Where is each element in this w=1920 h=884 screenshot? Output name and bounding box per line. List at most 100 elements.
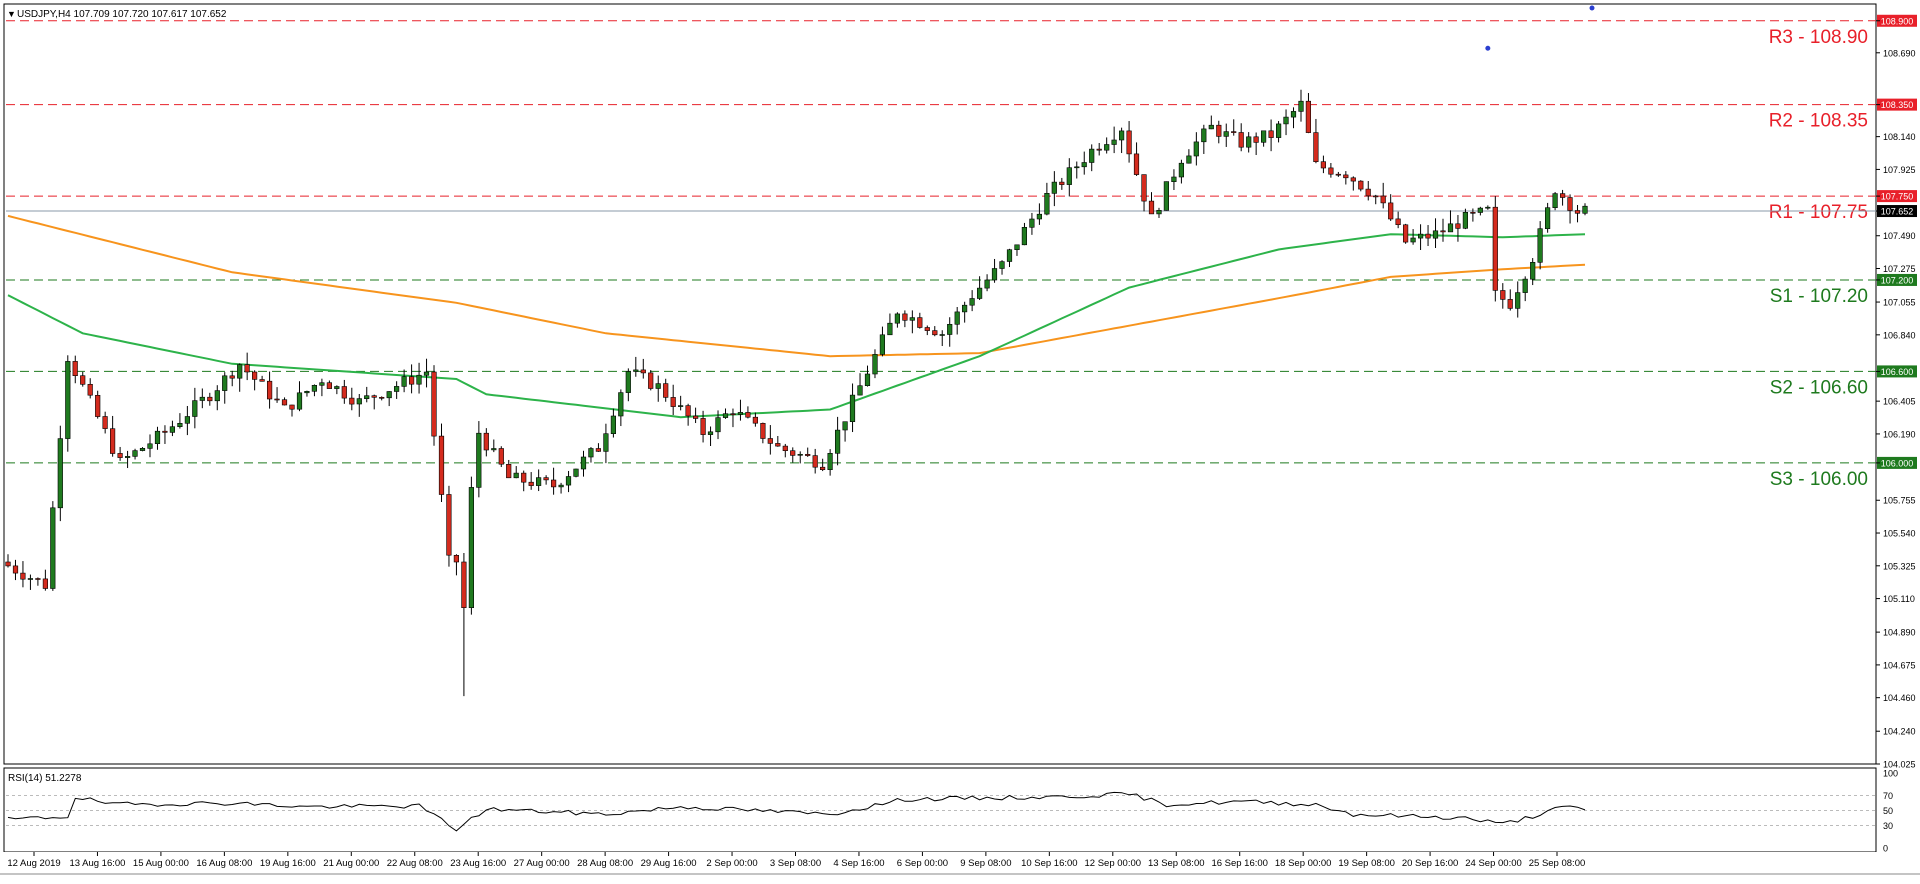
candle xyxy=(1545,202,1551,233)
x-tick-label-17: 12 Sep 00:00 xyxy=(1085,858,1142,869)
candle xyxy=(393,381,400,399)
x-tick-label-1: 13 Aug 16:00 xyxy=(69,858,125,869)
y-tick-label-20: 104.890 xyxy=(1883,628,1916,638)
candle xyxy=(655,375,661,402)
level-badge-text-4: 106.600 xyxy=(1881,367,1914,377)
y-tick-label-13: 106.405 xyxy=(1883,397,1916,407)
x-tick-label-21: 19 Sep 08:00 xyxy=(1338,858,1395,869)
candle xyxy=(1335,171,1341,177)
candle xyxy=(565,470,572,493)
x-tick-label-14: 6 Sep 00:00 xyxy=(897,858,948,869)
candle xyxy=(947,317,953,347)
x-tick-label-8: 27 Aug 00:00 xyxy=(514,858,570,869)
y-tick-label-17: 105.540 xyxy=(1883,529,1916,539)
candle xyxy=(984,274,990,292)
candle xyxy=(408,364,415,394)
candle xyxy=(976,276,983,301)
candle xyxy=(95,390,101,419)
candle xyxy=(177,413,183,429)
candle xyxy=(1313,118,1319,164)
candle xyxy=(334,385,340,395)
candle xyxy=(1485,205,1491,210)
candle xyxy=(1283,109,1289,136)
candle xyxy=(207,392,213,406)
candle xyxy=(87,378,93,399)
level-badge-text-2: 107.750 xyxy=(1881,192,1914,202)
candle xyxy=(252,370,258,391)
candle xyxy=(117,446,123,461)
candle xyxy=(707,426,714,446)
candle xyxy=(663,378,669,402)
candle xyxy=(139,447,146,452)
candle xyxy=(1119,127,1125,154)
candle xyxy=(797,451,803,464)
candle xyxy=(700,410,706,443)
level-badge-text-5: 106.000 xyxy=(1881,458,1914,468)
candle xyxy=(909,310,915,334)
x-tick-label-9: 28 Aug 08:00 xyxy=(577,858,633,869)
candle xyxy=(767,425,773,455)
candle xyxy=(1074,161,1080,179)
candle xyxy=(864,365,871,387)
candle xyxy=(625,368,631,402)
candle xyxy=(1522,276,1528,302)
candle xyxy=(281,397,288,406)
x-tick-label-20: 18 Sep 00:00 xyxy=(1275,858,1332,869)
marker-dot xyxy=(1485,45,1491,51)
candle xyxy=(386,391,392,407)
candle xyxy=(640,358,646,379)
candle xyxy=(274,387,280,403)
current-price-badge xyxy=(1877,205,1917,218)
candle xyxy=(1193,132,1199,166)
x-tick-label-18: 13 Sep 08:00 xyxy=(1148,858,1205,869)
candle xyxy=(805,447,811,457)
candle xyxy=(1148,192,1155,215)
candle xyxy=(610,408,616,438)
candle xyxy=(259,375,265,382)
candle xyxy=(1567,194,1573,224)
candle xyxy=(416,362,422,394)
candle xyxy=(633,356,639,377)
candle xyxy=(932,326,938,337)
candle xyxy=(954,306,960,335)
candle xyxy=(1163,181,1169,211)
candle xyxy=(199,388,205,409)
x-tick-label-3: 16 Aug 08:00 xyxy=(196,858,252,869)
candles-layer xyxy=(5,5,1595,697)
candle xyxy=(737,399,743,421)
candle xyxy=(790,447,796,463)
candle xyxy=(692,407,699,424)
candle xyxy=(498,446,504,468)
candle xyxy=(162,425,168,444)
candle xyxy=(834,416,841,466)
candle xyxy=(341,379,347,404)
candle xyxy=(476,421,482,498)
candle xyxy=(154,426,161,450)
candle xyxy=(319,378,325,397)
candle xyxy=(102,411,108,434)
candle xyxy=(1044,182,1050,216)
candle xyxy=(528,472,534,490)
level-badge-text-0: 108.900 xyxy=(1881,16,1914,26)
level-label-1: R2 - 108.35 xyxy=(1769,111,1868,132)
y-tick-label-10: 107.055 xyxy=(1883,298,1916,308)
header-triangle-icon[interactable]: ▼ xyxy=(7,9,16,19)
x-tick-label-16: 10 Sep 16:00 xyxy=(1021,858,1078,869)
candle xyxy=(588,447,594,463)
candle xyxy=(1261,130,1267,147)
moving-averages-layer xyxy=(7,214,1586,419)
candle xyxy=(1156,207,1162,218)
candle xyxy=(468,476,475,615)
candle xyxy=(110,415,116,457)
candle xyxy=(1268,119,1274,152)
candle xyxy=(1096,142,1102,156)
candle xyxy=(902,310,908,328)
candle xyxy=(1051,171,1057,207)
candle xyxy=(401,369,407,393)
candle xyxy=(1574,204,1581,223)
candle xyxy=(887,313,893,336)
candle xyxy=(1350,176,1356,191)
candle xyxy=(745,406,751,419)
candle xyxy=(483,428,489,457)
